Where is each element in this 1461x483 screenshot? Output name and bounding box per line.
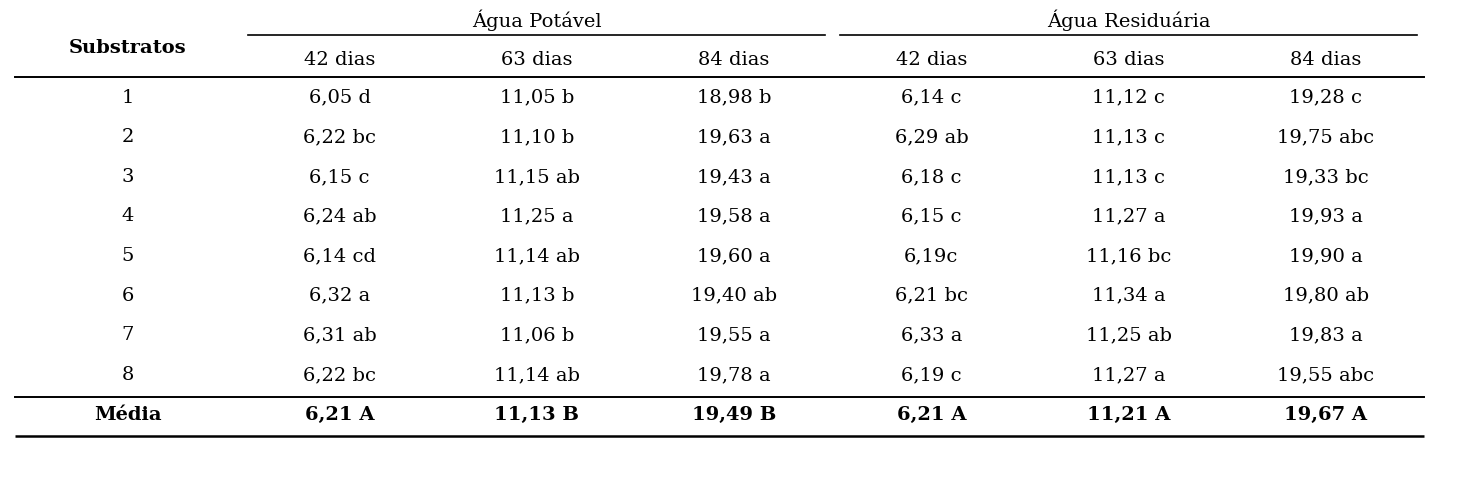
Text: 11,13 c: 11,13 c	[1093, 128, 1164, 146]
Text: 11,06 b: 11,06 b	[500, 327, 574, 344]
Text: Água Residuária: Água Residuária	[1048, 10, 1210, 31]
Text: 63 dias: 63 dias	[1093, 51, 1164, 69]
Text: 11,05 b: 11,05 b	[500, 89, 574, 107]
Text: 19,60 a: 19,60 a	[697, 247, 771, 265]
Text: 5: 5	[121, 247, 134, 265]
Text: 6,15 c: 6,15 c	[901, 208, 961, 226]
Text: 6,14 c: 6,14 c	[901, 89, 961, 107]
Text: 4: 4	[121, 208, 134, 226]
Text: 19,55 abc: 19,55 abc	[1277, 366, 1375, 384]
Text: 11,25 ab: 11,25 ab	[1086, 327, 1172, 344]
Text: 11,16 bc: 11,16 bc	[1086, 247, 1172, 265]
Text: 3: 3	[121, 168, 134, 186]
Text: 19,67 A: 19,67 A	[1284, 406, 1367, 424]
Text: 19,63 a: 19,63 a	[697, 128, 771, 146]
Text: 11,12 c: 11,12 c	[1093, 89, 1164, 107]
Text: 42 dias: 42 dias	[304, 51, 375, 69]
Text: 19,83 a: 19,83 a	[1289, 327, 1363, 344]
Text: 6,21 bc: 6,21 bc	[896, 287, 967, 305]
Text: 84 dias: 84 dias	[1290, 51, 1362, 69]
Text: Água Potável: Água Potável	[472, 10, 602, 31]
Text: 19,33 bc: 19,33 bc	[1283, 168, 1369, 186]
Text: 19,40 ab: 19,40 ab	[691, 287, 777, 305]
Text: 19,80 ab: 19,80 ab	[1283, 287, 1369, 305]
Text: 6,15 c: 6,15 c	[310, 168, 370, 186]
Text: 6,31 ab: 6,31 ab	[302, 327, 377, 344]
Text: 6,22 bc: 6,22 bc	[304, 128, 375, 146]
Text: Média: Média	[94, 406, 162, 424]
Text: 6,33 a: 6,33 a	[900, 327, 963, 344]
Text: 11,13 B: 11,13 B	[494, 406, 580, 424]
Text: 11,13 c: 11,13 c	[1093, 168, 1164, 186]
Text: 6,24 ab: 6,24 ab	[302, 208, 377, 226]
Text: 19,43 a: 19,43 a	[697, 168, 771, 186]
Text: 6,32 a: 6,32 a	[310, 287, 370, 305]
Text: 63 dias: 63 dias	[501, 51, 573, 69]
Text: 6,19c: 6,19c	[904, 247, 958, 265]
Text: 11,10 b: 11,10 b	[500, 128, 574, 146]
Text: 11,25 a: 11,25 a	[500, 208, 574, 226]
Text: 6,18 c: 6,18 c	[901, 168, 961, 186]
Text: 19,93 a: 19,93 a	[1289, 208, 1363, 226]
Text: 6,22 bc: 6,22 bc	[304, 366, 375, 384]
Text: 19,55 a: 19,55 a	[697, 327, 771, 344]
Text: 6,21 A: 6,21 A	[305, 406, 374, 424]
Text: 19,90 a: 19,90 a	[1289, 247, 1363, 265]
Text: 11,15 ab: 11,15 ab	[494, 168, 580, 186]
Text: 11,34 a: 11,34 a	[1091, 287, 1166, 305]
Text: 6,19 c: 6,19 c	[901, 366, 961, 384]
Text: Substratos: Substratos	[69, 39, 187, 57]
Text: 11,14 ab: 11,14 ab	[494, 247, 580, 265]
Text: 19,28 c: 19,28 c	[1290, 89, 1362, 107]
Text: 6,29 ab: 6,29 ab	[894, 128, 969, 146]
Text: 11,27 a: 11,27 a	[1091, 366, 1166, 384]
Text: 19,78 a: 19,78 a	[697, 366, 771, 384]
Text: 84 dias: 84 dias	[698, 51, 770, 69]
Text: 11,21 A: 11,21 A	[1087, 406, 1170, 424]
Text: 7: 7	[121, 327, 134, 344]
Text: 19,58 a: 19,58 a	[697, 208, 771, 226]
Text: 18,98 b: 18,98 b	[697, 89, 771, 107]
Text: 6,05 d: 6,05 d	[308, 89, 371, 107]
Text: 19,75 abc: 19,75 abc	[1277, 128, 1375, 146]
Text: 11,14 ab: 11,14 ab	[494, 366, 580, 384]
Text: 11,13 b: 11,13 b	[500, 287, 574, 305]
Text: 6: 6	[121, 287, 134, 305]
Text: 1: 1	[121, 89, 134, 107]
Text: 8: 8	[121, 366, 134, 384]
Text: 42 dias: 42 dias	[896, 51, 967, 69]
Text: 6,14 cd: 6,14 cd	[304, 247, 375, 265]
Text: 2: 2	[121, 128, 134, 146]
Text: 11,27 a: 11,27 a	[1091, 208, 1166, 226]
Text: 19,49 B: 19,49 B	[693, 406, 776, 424]
Text: 6,21 A: 6,21 A	[897, 406, 966, 424]
